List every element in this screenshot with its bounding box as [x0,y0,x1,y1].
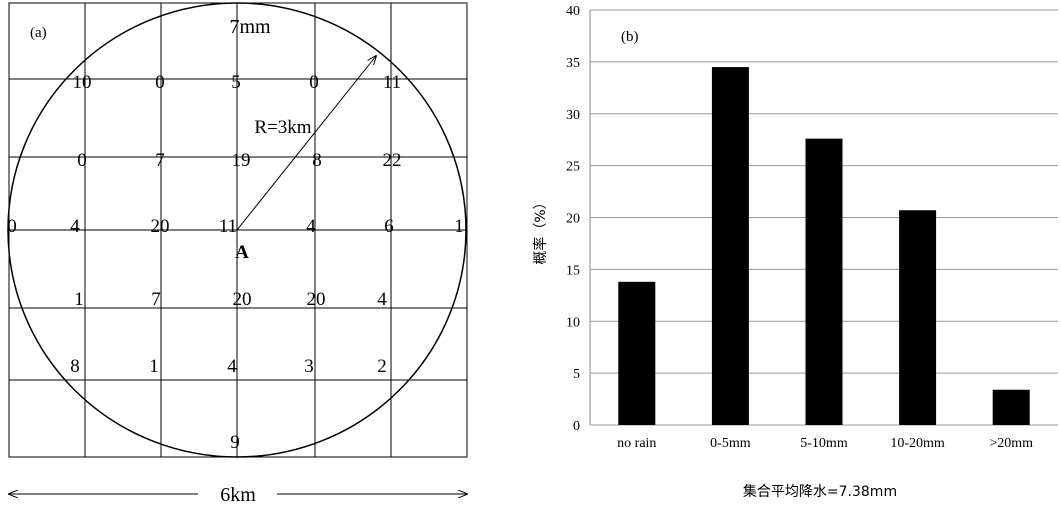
bar [711,67,749,425]
y-tick-label: 35 [566,56,580,71]
y-tick-label: 25 [566,160,580,175]
x-tick-label: 5-10mm [800,436,848,451]
y-axis-label: 概率（%） [532,195,549,264]
grid-value: 4 [377,289,387,310]
grid-value: 4 [70,216,80,237]
grid-value: 11 [219,216,237,237]
y-tick-label: 30 [566,108,580,123]
grid-value: 7 [151,289,161,310]
y-tick-label: 0 [573,419,580,434]
grid-value: 20 [151,216,170,237]
grid-value: 4 [306,216,316,237]
top-label: 7mm [229,16,271,38]
radius-circle [7,2,467,458]
grid-value: 0 [309,72,319,93]
grid-value: 20 [233,289,252,310]
right-edge-value: 1 [454,216,464,237]
grid-value: 4 [227,356,237,377]
grid-value: 19 [232,150,251,171]
grid-value: 8 [70,356,80,377]
grid-value: 0 [77,150,87,171]
grid-value: 6 [384,216,394,237]
y-tick-label: 40 [566,4,580,19]
center-point-label: A [235,242,249,263]
grid-value: 1 [74,289,84,310]
grid-value: 10 [73,72,92,93]
scale-bar: 6km [9,484,467,505]
panel-b-label: (b) [621,29,639,45]
grid-value: 1 [149,356,159,377]
bar [992,389,1030,425]
x-tick-label: >20mm [989,436,1033,451]
bars [618,67,1030,425]
grid-value: 22 [383,150,402,171]
bar [618,281,656,425]
grid-lines [9,3,467,457]
y-tick-label: 10 [566,315,580,330]
grid-value: 3 [304,356,314,377]
x-tick-label: 10-20mm [890,436,945,451]
scale-label: 6km [220,484,256,505]
grid-value: 5 [231,72,241,93]
radius-arrow [236,56,376,231]
grid-value: 2 [377,356,387,377]
grid-value: 7 [155,150,165,171]
bar [899,210,937,425]
x-tick-labels: no rain 0-5mm 5-10mm 10-20mm >20mm [617,436,1033,451]
y-tick-label: 5 [573,367,580,382]
grid-value: 0 [155,72,165,93]
bottom-value: 9 [230,432,240,453]
x-tick-label: no rain [617,436,656,451]
panel-a: (a) 7mm R=3km A 9 0 1 10 0 5 0 11 0 7 19… [7,2,467,505]
panel-b: 0 5 10 15 20 25 30 35 40 no rain 0-5mm 5-10mm 10-20… [532,4,1058,500]
panel-a-label: (a) [30,25,47,41]
left-edge-value: 0 [7,216,17,237]
grid-value: 20 [307,289,326,310]
grid-values: 10 0 5 0 11 0 7 19 8 22 4 20 11 4 6 1 7 … [70,72,401,377]
x-axis-label: 集合平均降水=7.38mm [743,483,897,500]
grid-value: 11 [383,72,401,93]
y-tick-label: 20 [566,212,580,227]
y-tick-labels: 0 5 10 15 20 25 30 35 40 [566,4,580,434]
bar [805,138,843,425]
grid-value: 8 [312,150,322,171]
y-tick-label: 15 [566,263,580,278]
x-tick-label: 0-5mm [710,436,751,451]
radius-label: R=3km [254,117,311,138]
